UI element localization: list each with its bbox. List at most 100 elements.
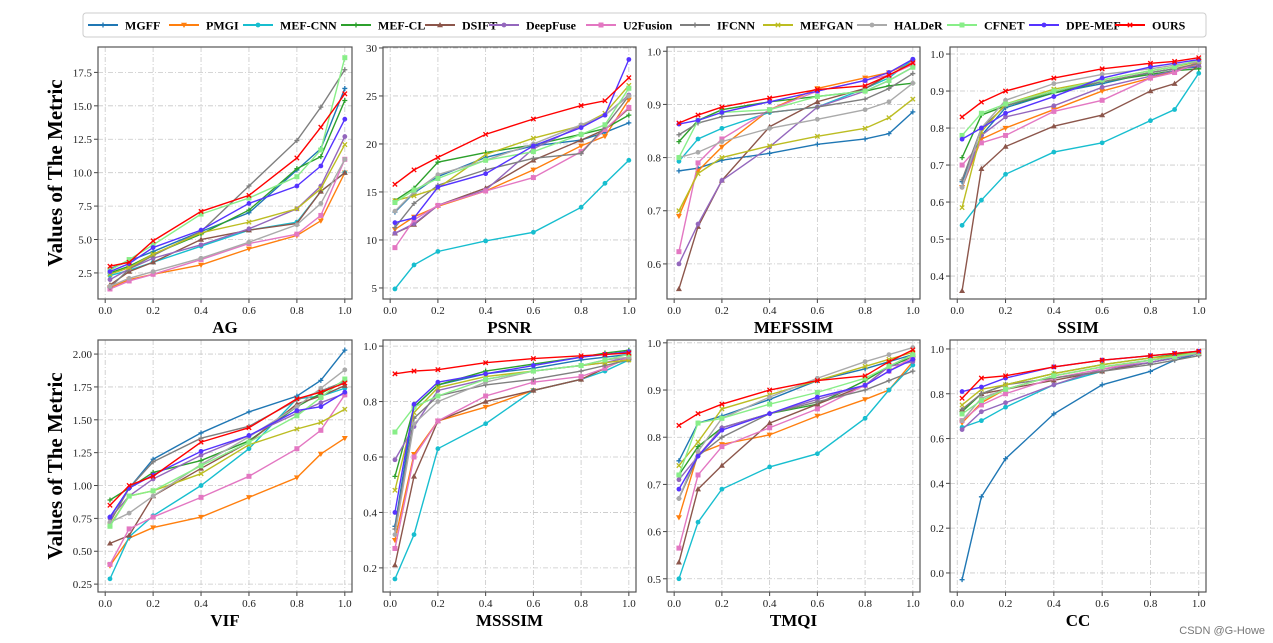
data-point — [482, 398, 489, 404]
y-tick-label: 1.25 — [73, 448, 93, 460]
data-point — [318, 124, 324, 130]
watermark: CSDN @G-Howe — [1179, 625, 1265, 637]
data-point — [317, 188, 324, 194]
series-line — [678, 62, 914, 290]
data-point — [1099, 357, 1105, 363]
data-point — [392, 286, 398, 292]
data-point — [530, 368, 536, 374]
data-point — [435, 154, 441, 161]
data-point — [676, 139, 682, 145]
data-point — [1196, 55, 1202, 61]
y-tick-label: 0.2 — [363, 563, 377, 575]
y-tick-label: 0.8 — [930, 389, 944, 401]
data-point — [910, 347, 916, 353]
data-point — [530, 355, 537, 362]
data-point — [767, 411, 773, 417]
data-point — [435, 159, 441, 165]
data-point — [246, 446, 252, 452]
series-line — [109, 437, 346, 567]
y-tick-label: 0.6 — [363, 452, 377, 464]
data-point — [150, 271, 156, 277]
data-point — [342, 380, 348, 386]
series-deepfuse — [676, 64, 916, 267]
data-point — [695, 112, 701, 118]
legend-marker — [1041, 22, 1047, 28]
series-line — [394, 359, 630, 580]
data-point — [391, 562, 398, 568]
y-tick-label: 0.9 — [930, 86, 944, 98]
legend-marker — [598, 22, 604, 28]
data-point — [342, 156, 348, 162]
legend-label: HALDeR — [894, 19, 943, 33]
series-cfnet — [959, 57, 1202, 138]
subplot-vif: 0.0 0.2 0.4 0.6 0.8 1.0 0.25 0.50 0.75 1.00 1.25 1.… — [73, 339, 353, 630]
data-point — [483, 371, 489, 377]
data-point — [719, 109, 725, 115]
data-point — [695, 472, 701, 478]
series-mefgan — [392, 82, 632, 204]
x-tick-label: 0.8 — [858, 598, 872, 610]
data-point — [695, 221, 701, 227]
legend-marker — [869, 22, 875, 28]
data-point — [959, 204, 965, 211]
data-point — [392, 510, 398, 515]
data-point — [1099, 112, 1106, 118]
data-point — [695, 160, 701, 166]
data-point — [1003, 101, 1009, 107]
legend-label: CFNET — [984, 19, 1025, 33]
data-point — [342, 406, 348, 412]
series-line — [109, 379, 346, 501]
data-point — [1147, 357, 1153, 363]
series-line — [109, 172, 346, 286]
data-point — [530, 135, 537, 141]
x-tick-label: 1.0 — [1192, 305, 1206, 317]
series-line — [394, 353, 629, 433]
x-tick-label: 0.0 — [98, 305, 112, 317]
data-point — [719, 125, 725, 131]
series-line — [394, 84, 630, 202]
series-line — [961, 351, 1199, 413]
data-point — [718, 462, 725, 468]
series-line — [678, 370, 914, 499]
y-tick-label: 1.50 — [73, 415, 93, 427]
legend-marker — [501, 22, 507, 28]
data-point — [1099, 75, 1105, 81]
x-tick-label: 0.6 — [810, 305, 824, 317]
data-point — [814, 86, 821, 93]
legend-label: DPE-MEF — [1066, 19, 1121, 33]
data-point — [392, 429, 398, 435]
data-point — [198, 227, 204, 233]
data-point — [719, 444, 725, 450]
legend-label: OURS — [1152, 19, 1186, 33]
data-point — [959, 114, 965, 120]
data-point — [1099, 66, 1105, 72]
data-point — [1147, 75, 1153, 81]
legend-marker — [100, 22, 106, 28]
data-point — [483, 393, 489, 399]
legend-marker — [437, 22, 443, 28]
data-point — [814, 133, 821, 139]
data-point — [1051, 382, 1057, 388]
data-point — [294, 183, 300, 189]
data-point — [676, 458, 682, 464]
data-point — [435, 385, 441, 391]
data-point — [318, 163, 324, 169]
series-mgff — [959, 350, 1202, 583]
x-tick-label: 1.0 — [622, 598, 636, 610]
legend-item-u2fusion: U2Fusion — [586, 19, 673, 33]
data-point — [483, 171, 489, 177]
data-point — [814, 389, 820, 395]
series-cfnet — [392, 85, 632, 206]
data-point — [198, 242, 204, 248]
y-tick-label: 0.6 — [647, 527, 661, 539]
data-point — [676, 249, 682, 255]
data-point — [318, 154, 324, 160]
x-tick-label: 0.4 — [194, 305, 208, 317]
series-line — [678, 354, 914, 476]
data-point — [342, 116, 348, 122]
data-point — [814, 377, 821, 384]
legend-item-mef-cl: MEF-CL — [341, 19, 425, 33]
data-point — [392, 181, 398, 187]
data-point — [676, 576, 682, 582]
data-point — [294, 138, 300, 144]
